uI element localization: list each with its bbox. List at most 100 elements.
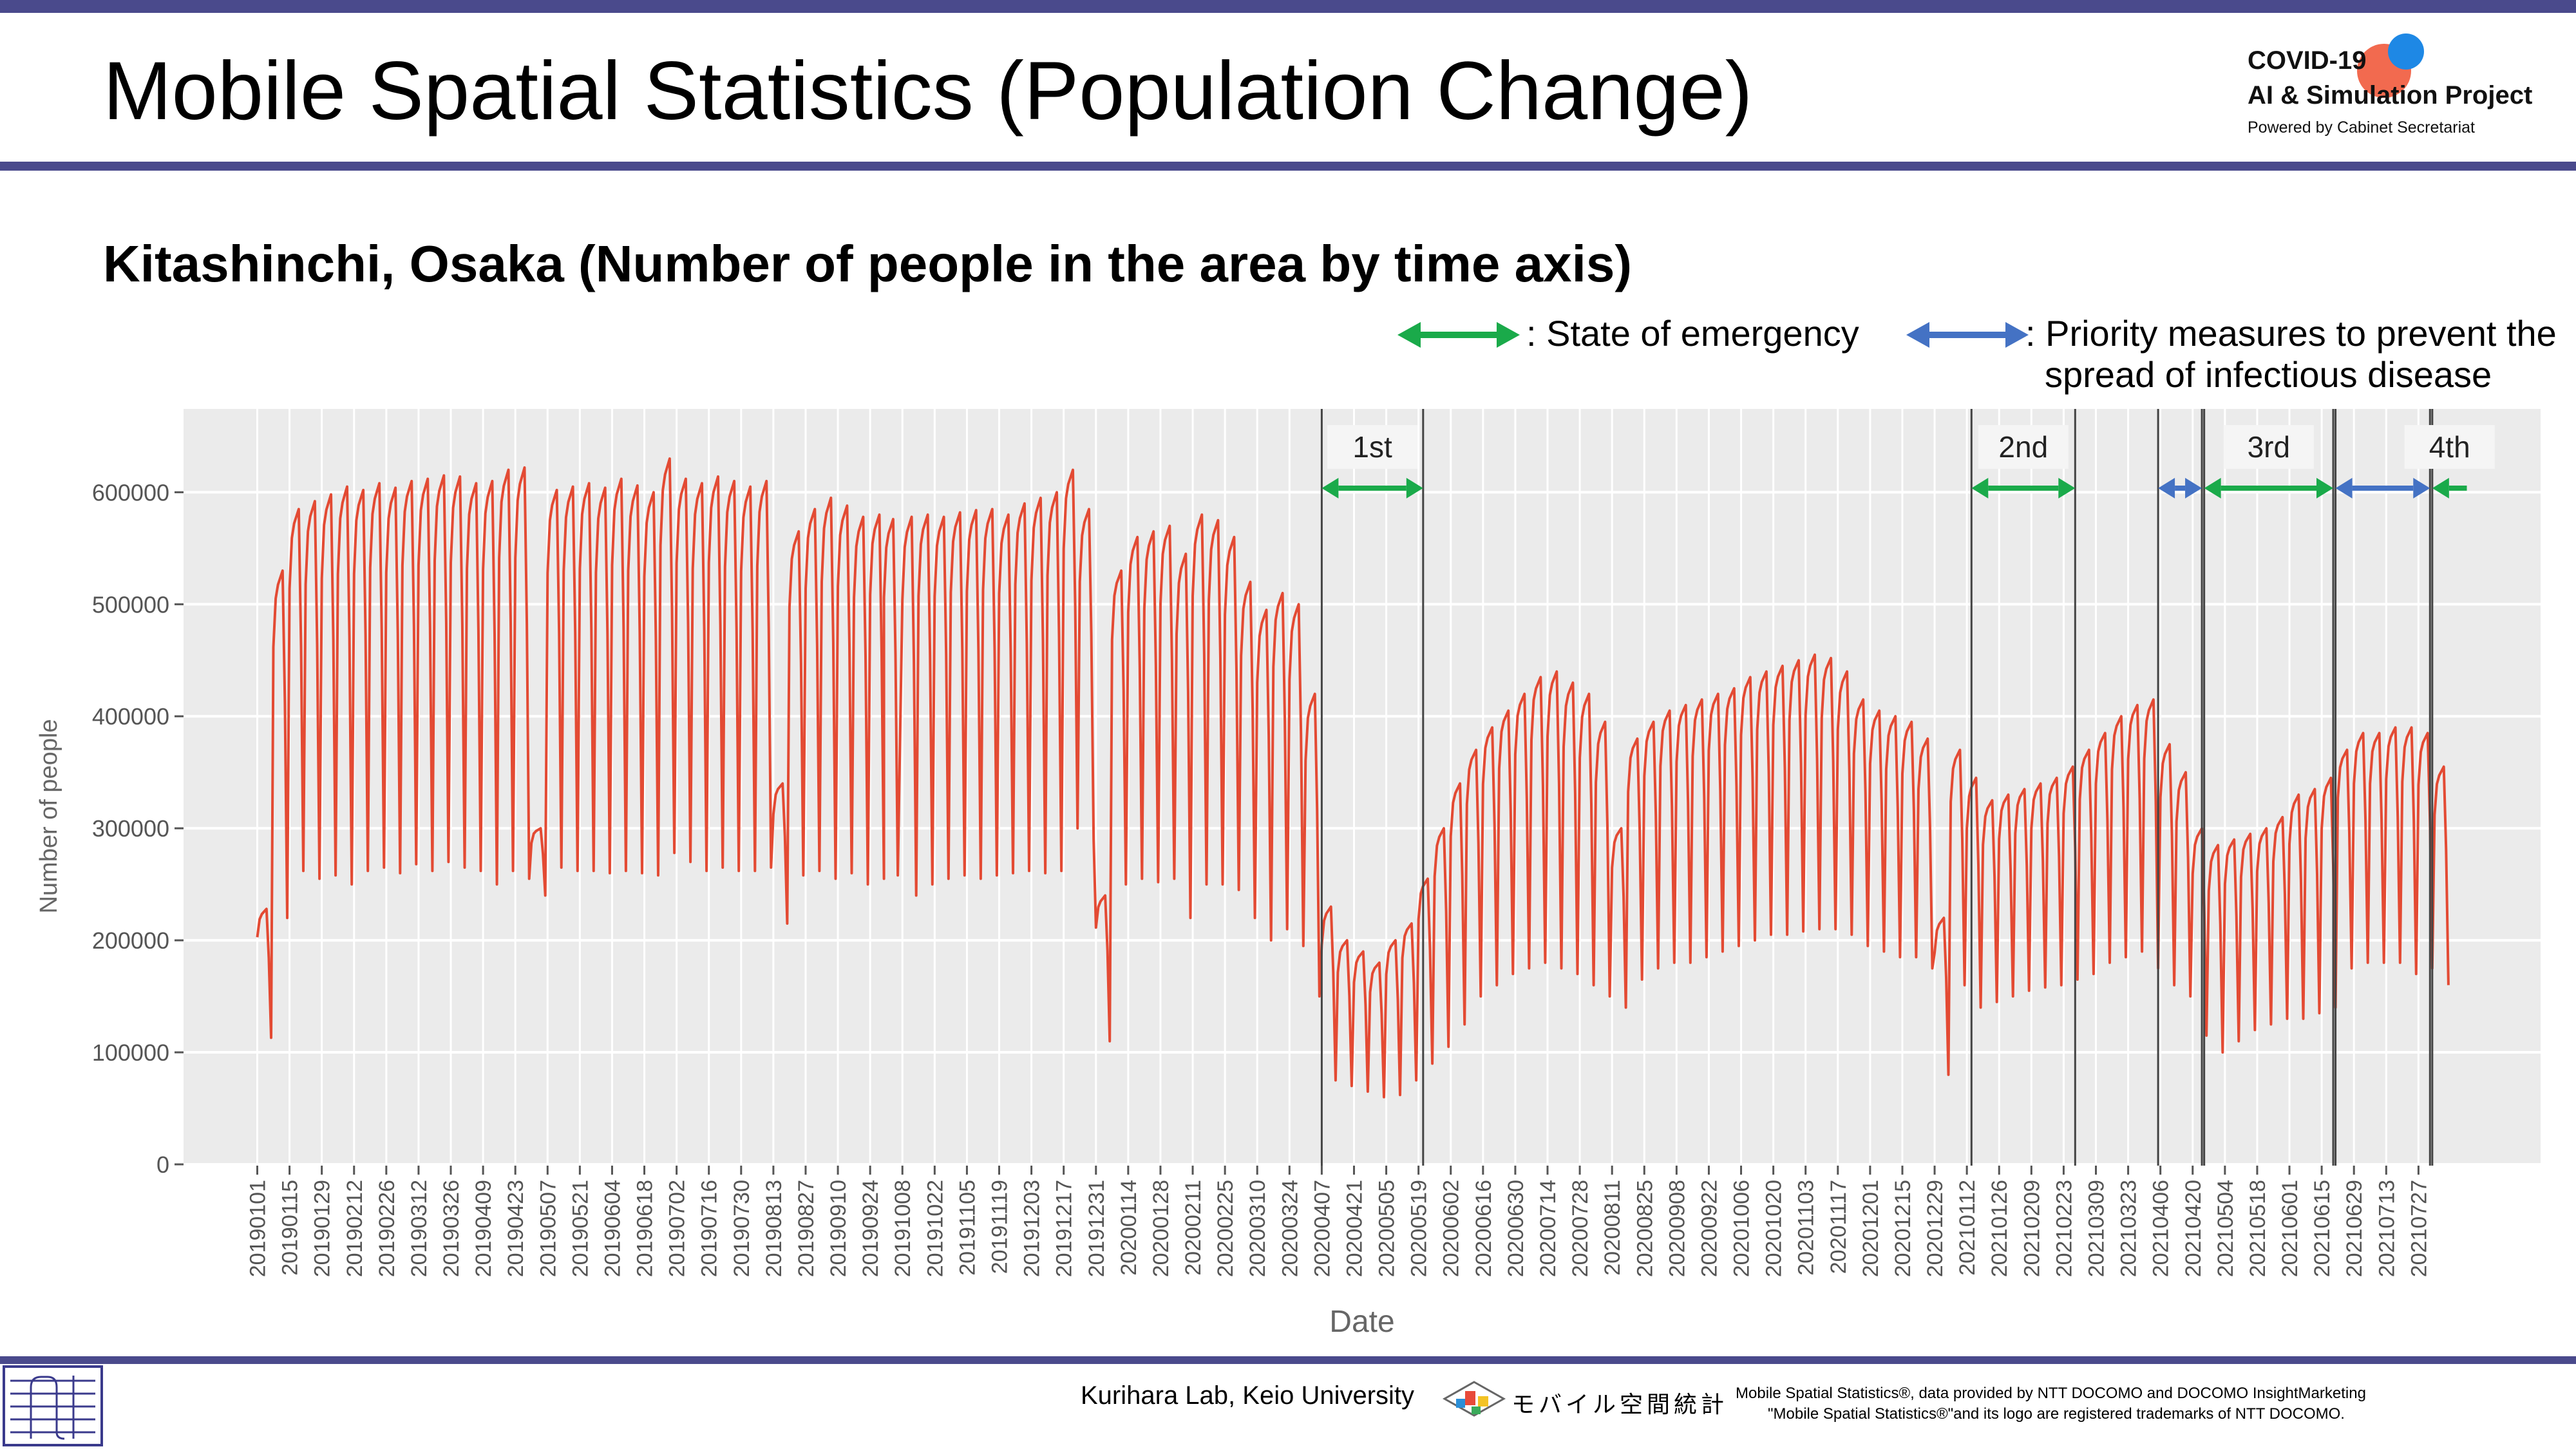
x-tick-label: 20210629 — [2342, 1180, 2367, 1277]
x-tick-label: 20190326 — [439, 1180, 464, 1277]
emergency-period-arrow-icon — [1971, 478, 2076, 498]
x-axis-title: Date — [1329, 1305, 1394, 1339]
page-title: Mobile Spatial Statistics (Population Ch… — [103, 45, 1753, 137]
period-arrow-head-right — [2058, 478, 2076, 498]
y-tick-label: 400000 — [92, 703, 169, 730]
x-tick-label: 20190730 — [730, 1180, 754, 1277]
x-tick-label: 20200825 — [1633, 1180, 1657, 1277]
x-tick-label: 20200114 — [1117, 1180, 1141, 1276]
x-tick-label: 20200211 — [1181, 1180, 1206, 1276]
x-tick-label: 20210601 — [2278, 1180, 2302, 1277]
x-tick-label: 20200505 — [1375, 1180, 1399, 1277]
population-line-chart: 0 100000 200000 300000 400000 500000 600000 201… — [35, 409, 2541, 1339]
period-arrow-head-left — [2158, 478, 2175, 498]
x-tick-label: 20210112 — [1955, 1180, 1980, 1276]
y-axis-title: Number of people — [35, 719, 62, 913]
population-series-line — [256, 457, 2450, 1099]
x-tick-label: 20200310 — [1245, 1180, 1270, 1277]
x-tick-label: 20210209 — [2020, 1180, 2044, 1277]
emergency-period-arrow-icon — [2204, 478, 2334, 498]
x-tick-label: 20200602 — [1439, 1180, 1464, 1277]
legend-emergency-label: : State of emergency — [1526, 313, 1859, 354]
x-tick-label: 20200630 — [1504, 1180, 1528, 1277]
period-label: 4th — [2429, 430, 2470, 464]
x-tick-label: 20190423 — [504, 1180, 528, 1277]
period-label-box — [2223, 425, 2314, 469]
header-divider-bar — [0, 162, 2576, 171]
period-arrow-head-right — [2413, 478, 2430, 498]
x-tick-label: 20210126 — [1987, 1180, 2012, 1277]
x-tick-label: 20200519 — [1407, 1180, 1432, 1277]
mobile-logo-text: モバイル空間統計 — [1511, 1391, 1728, 1417]
period-arrow-head-left — [2335, 478, 2353, 498]
y-tick-label: 100000 — [92, 1039, 169, 1066]
x-tick-label: 20210406 — [2149, 1180, 2174, 1277]
x-tick-label: 20190702 — [665, 1180, 690, 1277]
x-tick-label: 20190101 — [245, 1180, 270, 1277]
logo-line-2: AI & Simulation Project — [2248, 81, 2533, 109]
x-tick-label: 20190618 — [633, 1180, 658, 1277]
priority-period-arrow-icon — [2158, 478, 2202, 498]
x-tick-label: 20200225 — [1213, 1180, 1238, 1277]
priority-period-arrow-icon — [2335, 478, 2430, 498]
keio-lab-logo — [3, 1365, 103, 1446]
x-tick-label: 20190827 — [794, 1180, 819, 1277]
x-tick-label: 20201103 — [1794, 1180, 1819, 1276]
x-tick-label: 20210309 — [2085, 1180, 2109, 1277]
x-tick-label: 20190226 — [375, 1180, 399, 1277]
y-tick-label: 500000 — [92, 591, 169, 618]
y-tick-label: 0 — [156, 1151, 169, 1178]
period-arrow-head-left — [2204, 478, 2221, 498]
period-arrow-head-right — [1406, 478, 1423, 498]
x-tick-label: 20210504 — [2213, 1180, 2238, 1277]
x-tick-label: 20210223 — [2052, 1180, 2076, 1277]
data-notice-line2: "Mobile Spatial Statistics®"and its logo… — [1768, 1405, 2345, 1423]
x-tick-label: 20191217 — [1052, 1180, 1077, 1277]
x-tick-label: 20200922 — [1697, 1180, 1721, 1277]
x-tick-label: 20190910 — [826, 1180, 851, 1277]
x-tick-label: 20201201 — [1859, 1180, 1883, 1277]
data-notice-line1: Mobile Spatial Statistics®, data provide… — [1736, 1385, 2366, 1402]
x-tick-label: 20190507 — [536, 1180, 560, 1277]
footer-divider-bar — [0, 1356, 2576, 1364]
x-tick-label: 20200128 — [1149, 1180, 1173, 1277]
emergency-period-arrow-icon — [2432, 478, 2467, 498]
x-tick-label: 20201215 — [1891, 1180, 1915, 1277]
emergency-period-arrow-icon — [1321, 478, 1423, 498]
x-tick-label: 20191231 — [1084, 1180, 1109, 1277]
x-tick-label: 20210727 — [2407, 1180, 2431, 1277]
logo-blue-dot — [2388, 33, 2424, 70]
period-label: 3rd — [2248, 430, 2290, 464]
covid-project-logo: COVID-19 AI & Simulation Project Powered… — [2248, 33, 2557, 149]
x-tick-label: 20190813 — [762, 1180, 786, 1277]
period-arrow-head-right — [2185, 478, 2202, 498]
x-tick-label: 20210518 — [2246, 1180, 2270, 1277]
mobile-stats-cube-icon — [1442, 1381, 1506, 1417]
period-label: 1st — [1352, 430, 1392, 464]
x-tick-label: 20201020 — [1762, 1180, 1786, 1277]
x-tick-label: 20200714 — [1536, 1180, 1560, 1277]
x-tick-label: 20190312 — [407, 1180, 431, 1277]
x-tick-label: 20210420 — [2181, 1180, 2206, 1277]
period-arrow-head-right — [2316, 478, 2334, 498]
logo-line-3: Powered by Cabinet Secretariat — [2248, 118, 2475, 137]
period-label-box — [1327, 425, 1418, 469]
x-tick-label: 20201006 — [1730, 1180, 1754, 1277]
x-tick-label: 20200324 — [1278, 1180, 1302, 1277]
x-tick-label: 20200616 — [1472, 1180, 1496, 1277]
lab-credit: Kurihara Lab, Keio University — [1081, 1381, 1415, 1410]
x-tick-label: 20191105 — [955, 1180, 980, 1276]
x-tick-label: 20190115 — [278, 1180, 303, 1276]
x-tick-label: 20191119 — [988, 1180, 1012, 1274]
x-tick-label: 20190129 — [310, 1180, 335, 1277]
x-tick-label: 20210713 — [2374, 1180, 2399, 1277]
mobile-spatial-stats-logo: モバイル空間統計 — [1439, 1377, 1724, 1428]
period-arrow-head-left — [1971, 478, 1989, 498]
legend-priority-label-line1: : Priority measures to prevent the — [2025, 313, 2557, 354]
period-label-box — [2404, 425, 2495, 469]
x-tick-label: 20191203 — [1020, 1180, 1045, 1277]
y-tick-label: 600000 — [92, 479, 169, 506]
x-tick-label: 20200407 — [1310, 1180, 1334, 1277]
emergency-legend-arrow-icon — [1397, 322, 1520, 348]
legend-priority-label-line2: spread of infectious disease — [2045, 354, 2492, 395]
